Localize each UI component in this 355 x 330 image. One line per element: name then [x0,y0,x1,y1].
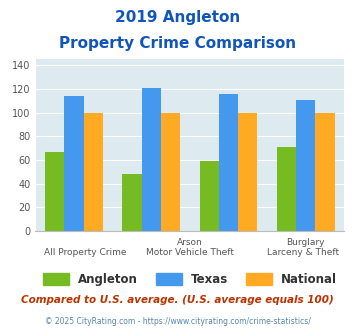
Bar [296,100,315,231]
Text: Larceny & Theft: Larceny & Theft [267,248,339,257]
Text: Burglary: Burglary [286,238,325,247]
Bar [219,94,238,231]
Text: © 2025 CityRating.com - https://www.cityrating.com/crime-statistics/: © 2025 CityRating.com - https://www.city… [45,317,310,326]
Text: All Property Crime: All Property Crime [44,248,126,257]
Bar [315,113,335,231]
Bar [84,113,103,231]
Bar [277,147,296,231]
Bar [122,174,142,231]
Text: 2019 Angleton: 2019 Angleton [115,10,240,25]
Bar [45,152,65,231]
Text: Motor Vehicle Theft: Motor Vehicle Theft [146,248,234,257]
Bar [200,161,219,231]
Bar [142,88,161,231]
Legend: Angleton, Texas, National: Angleton, Texas, National [38,268,342,290]
Bar [238,113,257,231]
Text: Property Crime Comparison: Property Crime Comparison [59,36,296,51]
Bar [65,96,84,231]
Text: Compared to U.S. average. (U.S. average equals 100): Compared to U.S. average. (U.S. average … [21,295,334,305]
Bar [161,113,180,231]
Text: Arson: Arson [177,238,203,247]
